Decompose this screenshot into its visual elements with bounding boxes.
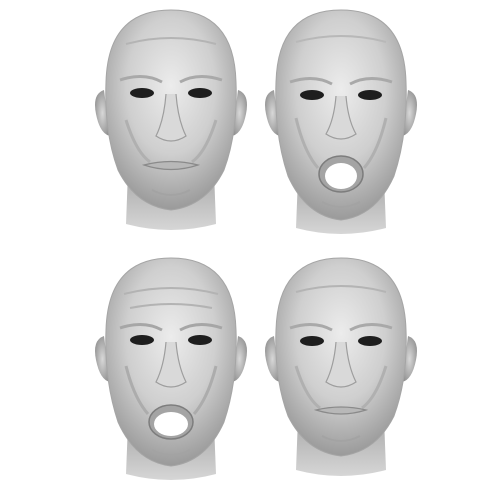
eye-left [300,336,324,346]
eye-left [130,335,154,345]
face-mesh-mouth-open-top-right [256,2,426,242]
eye-right [358,336,382,346]
chin [321,201,361,208]
ear-left [265,336,280,382]
ear-right [232,90,247,136]
forehead-wrinkle [295,285,387,293]
eye-right [188,88,212,98]
mouth-open-hole [325,163,357,189]
cheek-shadow [294,117,388,169]
ear-left [95,336,110,382]
chin [151,449,191,456]
mouth-closed [141,160,201,171]
nose [325,95,357,140]
ear-right [402,90,417,136]
face-mesh-neutral-top-left [86,2,256,242]
forehead-wrinkle [125,37,217,45]
cheek-shadow [124,119,218,164]
ear-left [265,90,280,136]
cheek-shadow [124,365,218,415]
ear-left [95,90,110,136]
face-mesh-neutral-bottom-right [256,248,426,488]
nose [325,341,357,388]
brow-ridge [119,323,223,332]
chin [321,435,361,442]
eye-right [188,335,212,345]
mouth-closed [313,406,369,415]
forehead-wrinkle [295,35,387,43]
ear-right [402,336,417,382]
eye-right [358,90,382,100]
nose [155,341,187,388]
eye-left [130,88,154,98]
nose [155,93,187,142]
cheek-shadow [294,365,388,410]
brow-ridge [289,77,393,86]
mouth-open-hole [154,412,188,436]
chin [151,189,191,196]
eye-left [300,90,324,100]
ear-right [232,336,247,382]
face-mesh-mouth-open-bottom-left [86,248,256,488]
brow-ridge [289,323,393,332]
brow-ridge [119,75,223,84]
forehead-wrinkle [123,287,219,309]
